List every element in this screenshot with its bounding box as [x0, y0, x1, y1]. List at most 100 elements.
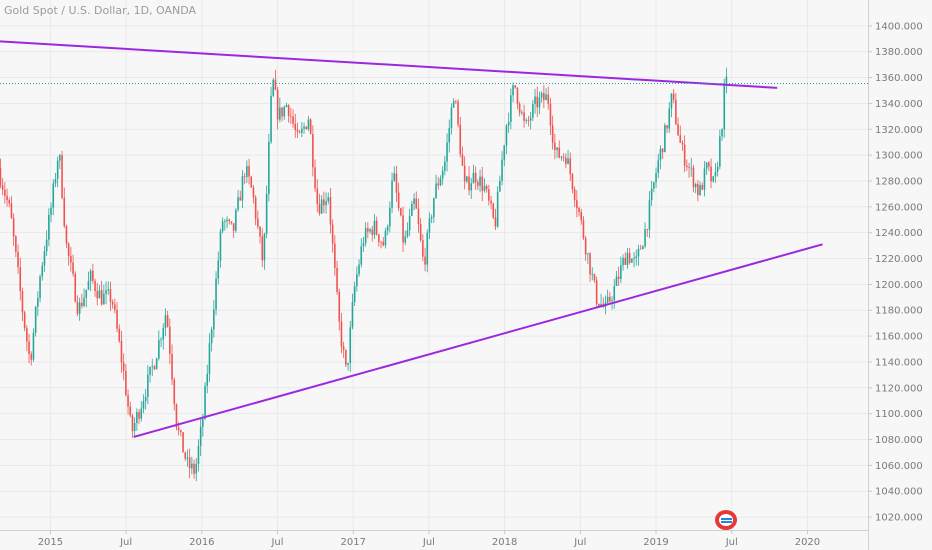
- candle-body: [670, 93, 673, 109]
- candle-body: [305, 126, 308, 129]
- candle-body: [402, 215, 404, 243]
- candle-body: [492, 203, 495, 218]
- candle-body: [67, 243, 70, 257]
- candle-body: [459, 124, 462, 155]
- candle-body: [23, 312, 26, 329]
- candle-body: [224, 221, 226, 223]
- x-tick-label: Jul: [422, 537, 435, 548]
- candle-body: [34, 306, 37, 333]
- candle-body: [257, 218, 259, 227]
- candle-body: [461, 154, 464, 166]
- candle-body: [367, 228, 369, 232]
- x-tick-label: Jul: [573, 537, 586, 548]
- candle-body: [532, 104, 534, 118]
- candle-body: [419, 223, 422, 241]
- candle-body: [309, 119, 312, 134]
- x-tick-label: Jul: [119, 537, 132, 548]
- candle-body: [316, 188, 319, 204]
- y-tick-label: 1140.000: [875, 357, 923, 368]
- candle-body: [591, 274, 594, 276]
- candle-body: [349, 327, 352, 363]
- candle-body: [265, 193, 268, 234]
- candle-body: [279, 107, 281, 120]
- candle-body: [452, 101, 455, 108]
- candle-body: [259, 226, 261, 237]
- candle-body: [237, 197, 239, 210]
- candle-body: [285, 105, 288, 107]
- candle-body: [254, 197, 257, 219]
- y-tick-label: 1180.000: [875, 306, 923, 317]
- candle-body: [28, 341, 30, 355]
- candle-body: [697, 183, 699, 195]
- candle-body: [457, 101, 459, 125]
- candle-body: [380, 241, 382, 243]
- candle-body: [120, 340, 123, 363]
- candle-body: [437, 183, 440, 186]
- candle-body: [688, 167, 690, 168]
- candle-body: [681, 142, 684, 145]
- candle-body: [411, 203, 413, 216]
- candle-body: [270, 95, 272, 142]
- candle-body: [705, 162, 708, 169]
- candle-body: [463, 165, 466, 182]
- candle-body: [373, 220, 376, 235]
- candle-body: [243, 176, 246, 178]
- candle-body: [96, 291, 99, 299]
- candle-body: [340, 321, 343, 347]
- candle-body: [556, 147, 558, 150]
- candle-body: [384, 230, 387, 246]
- candle-body: [78, 302, 81, 314]
- candle-body: [147, 374, 149, 397]
- candle-body: [59, 155, 61, 161]
- candle-body: [538, 97, 541, 108]
- x-tick-label: 2020: [795, 537, 820, 548]
- candle-body: [158, 340, 160, 359]
- candle-body: [228, 219, 231, 222]
- candle-body: [485, 186, 488, 190]
- candle-body: [298, 131, 301, 133]
- candle-body: [272, 79, 275, 96]
- candle-body: [694, 183, 697, 188]
- candle-body: [149, 366, 151, 375]
- candle-body: [578, 208, 580, 213]
- candle-body: [276, 89, 279, 120]
- candle-body: [32, 332, 35, 360]
- candle-body: [8, 200, 11, 204]
- candle-body: [162, 327, 165, 340]
- candle-body: [107, 289, 110, 291]
- candle-body: [131, 415, 134, 432]
- candle-body: [30, 354, 33, 360]
- candle-body: [219, 231, 222, 261]
- candle-body: [45, 239, 48, 252]
- candle-body: [169, 326, 171, 355]
- candle-body: [184, 452, 187, 459]
- candle-body: [56, 160, 59, 179]
- candle-body: [642, 246, 644, 250]
- candle-body: [296, 129, 299, 132]
- candle-body: [41, 265, 44, 277]
- candle-body: [580, 212, 583, 221]
- candle-body: [446, 142, 448, 162]
- candle-body: [323, 199, 325, 206]
- candle-body: [26, 328, 28, 342]
- candle-body: [164, 315, 167, 328]
- candle-body: [404, 236, 407, 243]
- candle-body: [116, 309, 118, 329]
- y-tick-label: 1380.000: [875, 47, 923, 58]
- candle-body: [208, 343, 211, 374]
- y-tick-label: 1160.000: [875, 332, 923, 343]
- candle-body: [631, 259, 633, 263]
- candle-body: [105, 290, 107, 294]
- candle-body: [342, 346, 345, 350]
- candle-body: [721, 129, 723, 137]
- candle-body: [63, 197, 66, 226]
- candle-body: [274, 79, 277, 90]
- candle-body: [441, 170, 444, 179]
- candle-body: [501, 159, 503, 181]
- candle-body: [81, 302, 83, 307]
- candle-body: [15, 236, 17, 252]
- grid: [0, 0, 868, 530]
- candle-body: [703, 168, 706, 190]
- candle-body: [549, 103, 552, 126]
